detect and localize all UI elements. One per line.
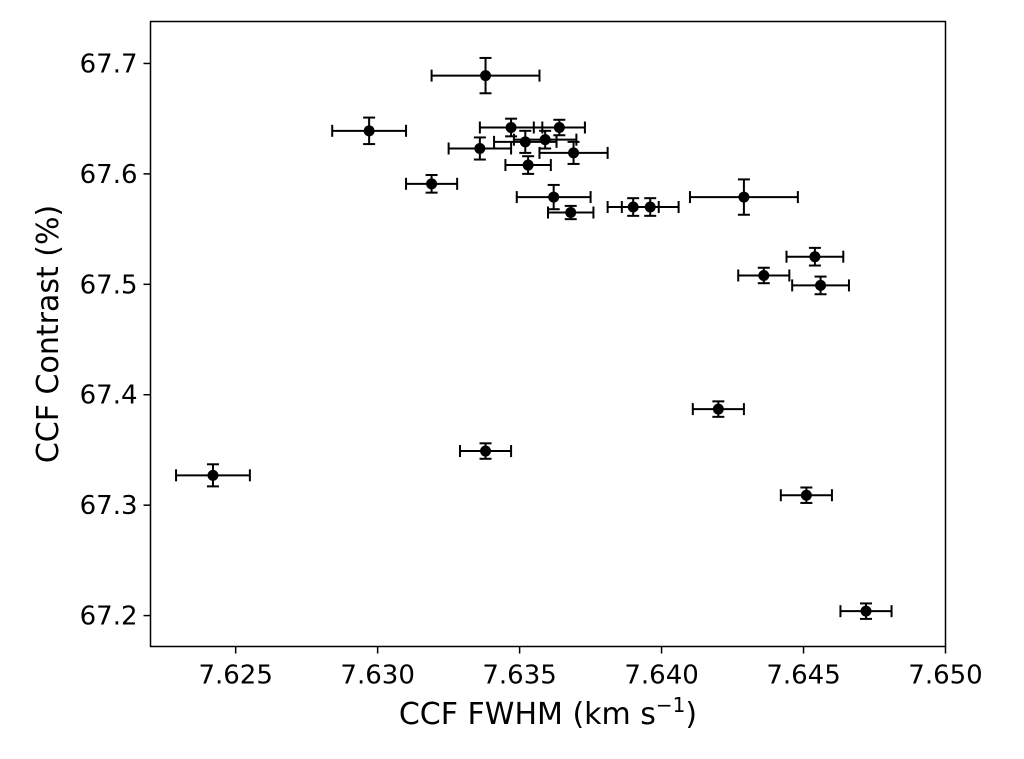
data-point-marker <box>712 403 724 415</box>
data-point-marker <box>363 125 375 137</box>
data-point-marker <box>809 251 821 263</box>
x-tick-label: 7.630 <box>340 661 414 691</box>
data-point-marker <box>553 122 565 134</box>
data-point-marker <box>644 201 656 213</box>
x-axis-ticks: 7.625 7.630 7.635 7.640 7.645 7.650 <box>198 646 983 691</box>
x-axis-label: CCF FWHM (km s−1) <box>399 693 697 732</box>
data-point-group <box>504 155 552 175</box>
data-point-marker <box>800 489 812 501</box>
data-point-marker <box>519 136 531 148</box>
data-point-group <box>691 400 745 418</box>
data-points <box>175 56 893 620</box>
data-point-group <box>839 602 893 620</box>
data-point-group <box>532 118 586 137</box>
data-point-group <box>512 129 578 150</box>
data-point-group <box>447 136 513 161</box>
x-axis-label-end: ) <box>685 697 697 732</box>
data-point-marker <box>758 269 770 281</box>
y-tick-label: 67.2 <box>80 602 138 632</box>
y-tick-label: 67.7 <box>80 49 138 79</box>
data-point-group <box>785 246 845 267</box>
data-point-group <box>405 173 459 194</box>
y-axis-label: CCF Contrast (%) <box>31 205 66 463</box>
x-tick-label: 7.640 <box>624 661 698 691</box>
data-point-marker <box>738 191 750 203</box>
x-tick-label: 7.650 <box>908 661 982 691</box>
data-point-marker <box>480 70 492 82</box>
data-point-group <box>538 140 609 165</box>
data-point-marker <box>860 605 872 617</box>
x-axis-label-main: CCF FWHM (km s <box>399 697 656 732</box>
data-point-marker <box>568 147 580 159</box>
y-tick-label: 67.5 <box>80 270 138 300</box>
data-point-marker <box>815 279 827 291</box>
data-point-marker <box>522 159 534 171</box>
data-point-group <box>620 197 680 217</box>
data-point-marker <box>480 445 492 457</box>
data-point-marker <box>548 191 560 203</box>
data-point-marker <box>505 122 517 134</box>
data-point-group <box>331 116 408 146</box>
y-tick-label: 67.6 <box>80 160 138 190</box>
data-point-marker <box>565 207 577 219</box>
data-point-group <box>430 56 541 95</box>
data-point-marker <box>426 178 438 190</box>
x-tick-label: 7.645 <box>766 661 840 691</box>
data-point-group <box>547 204 595 221</box>
data-point-group <box>175 463 251 488</box>
plot-area-frame <box>149 20 947 648</box>
x-tick-label: 7.625 <box>198 661 272 691</box>
y-axis-ticks: 67.2 67.3 67.4 67.5 67.6 67.7 <box>80 49 151 632</box>
data-point-group <box>737 266 791 285</box>
x-axis-label-superscript: −1 <box>656 693 685 717</box>
data-point-marker <box>539 134 551 146</box>
y-tick-label: 67.3 <box>80 491 138 521</box>
data-point-group <box>791 275 850 296</box>
data-point-group <box>515 183 592 211</box>
x-tick-label: 7.635 <box>482 661 556 691</box>
data-point-group <box>458 442 513 460</box>
data-point-marker <box>474 142 486 154</box>
data-point-marker <box>207 469 219 481</box>
data-point-group <box>779 486 833 504</box>
y-tick-label: 67.4 <box>80 381 138 411</box>
data-point-group <box>688 178 799 216</box>
